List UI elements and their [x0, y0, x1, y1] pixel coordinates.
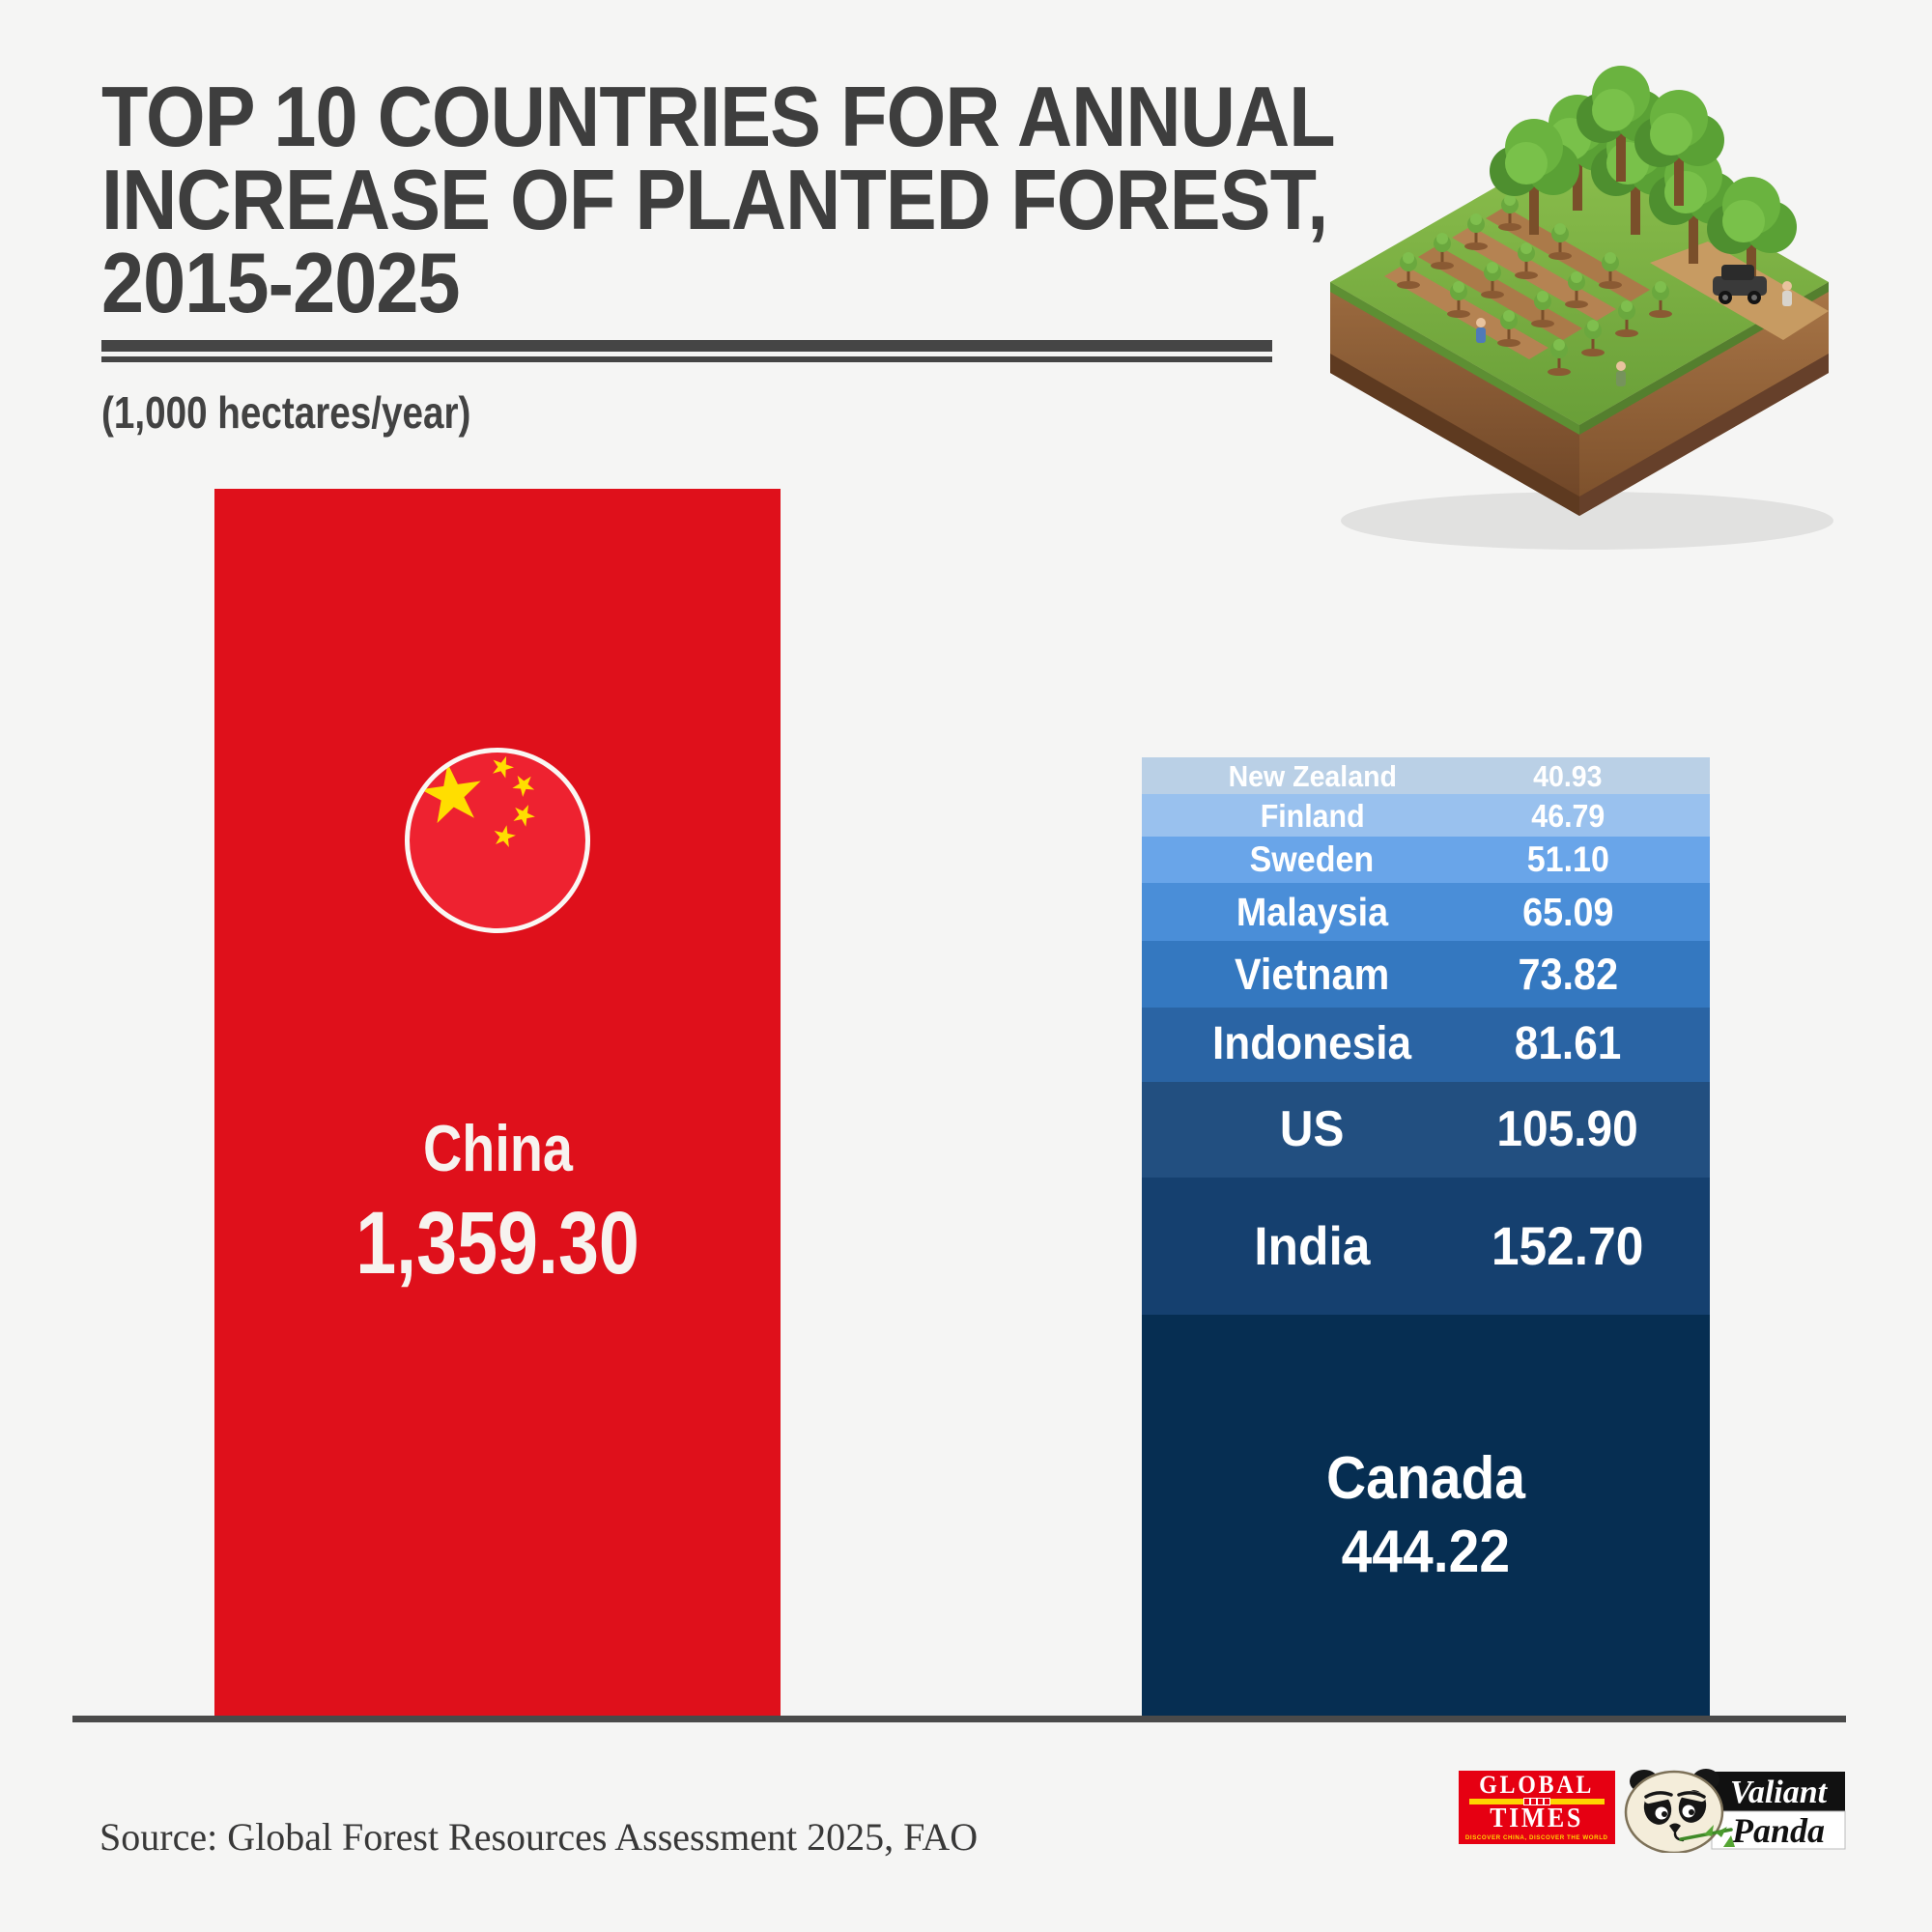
stacked-bars: New Zealand 40.93 Finland 46.79 Sweden 51.10 M… [1142, 757, 1710, 1716]
band-value-label: 65.09 [1521, 889, 1614, 934]
band-country-label: Canada [1325, 1444, 1526, 1512]
stack-band-finland: Finland 46.79 [1142, 794, 1710, 837]
planter-figures [1476, 281, 1792, 386]
unit-label: (1,000 hectares/year) [101, 387, 471, 438]
stack-band-indonesia: Indonesia 81.61 [1142, 1008, 1710, 1082]
page-title-line1: TOP 10 COUNTRIES FOR ANNUAL [101, 69, 1336, 164]
page-title: TOP 10 COUNTRIES FOR ANNUAL INCREASE OF … [101, 69, 1336, 330]
china-bar: China 1,359.30 [214, 489, 781, 1716]
band-value-label: 81.61 [1514, 1018, 1622, 1070]
band-country-label: New Zealand [1228, 758, 1397, 793]
band-value-label: 152.70 [1492, 1214, 1644, 1276]
bamboo-sprig [1679, 1825, 1735, 1847]
global-times-divider [1469, 1798, 1605, 1806]
band-value-label: 40.93 [1533, 758, 1603, 793]
china-label: China [422, 1112, 573, 1186]
page-title-line3: 2015-2025 [101, 235, 461, 330]
band-country-label: Finland [1260, 797, 1365, 834]
stack-band-us: US 105.90 [1142, 1081, 1710, 1178]
band-country-label: Malaysia [1236, 889, 1389, 934]
band-value-label: 46.79 [1530, 797, 1605, 834]
band-value-label: 51.10 [1526, 839, 1609, 880]
band-country-label: India [1254, 1214, 1371, 1276]
global-times-logo: GLOBAL TIMES DISCOVER CHINA, DISCOVER TH… [1459, 1771, 1615, 1844]
valiant-panda-logo: Valiant Panda [1624, 1769, 1846, 1853]
band-country-label: Indonesia [1212, 1018, 1412, 1070]
band-value-label: 105.90 [1496, 1101, 1639, 1158]
planted-forest-illustration-icon [1330, 66, 1833, 550]
suv-icon [1713, 265, 1767, 304]
global-times-word1: GLOBAL [1479, 1771, 1595, 1800]
global-times-word2: TIMES [1490, 1804, 1584, 1834]
title-divider-thin [101, 356, 1272, 362]
panda-icon [1624, 1769, 1735, 1853]
china-flag-icon [405, 748, 590, 934]
title-divider-thick [101, 340, 1272, 352]
stack-band-vietnam: Vietnam 73.82 [1142, 941, 1710, 1009]
panda-text: Panda [1731, 1811, 1825, 1850]
band-value-label: 444.22 [1341, 1518, 1511, 1585]
band-value-label: 73.82 [1518, 950, 1618, 1000]
china-bar-labels: China 1,359.30 [214, 1108, 781, 1296]
stack-band-malaysia: Malaysia 65.09 [1142, 882, 1710, 942]
band-country-label: Sweden [1250, 839, 1375, 880]
global-times-tagline: DISCOVER CHINA, DISCOVER THE WORLD [1465, 1834, 1608, 1842]
band-country-label: Vietnam [1235, 950, 1390, 1000]
source-note: Source: Global Forest Resources Assessme… [99, 1815, 979, 1859]
page-title-line2: INCREASE OF PLANTED FOREST, [101, 152, 1328, 247]
valiant-text: Valiant [1730, 1775, 1829, 1810]
stack-band-india: India 152.70 [1142, 1177, 1710, 1316]
stack-band-new-zealand: New Zealand 40.93 [1142, 757, 1710, 795]
china-value: 1,359.30 [355, 1194, 639, 1293]
stack-band-sweden: Sweden 51.10 [1142, 836, 1710, 883]
chart-baseline [72, 1716, 1846, 1722]
band-country-label: US [1280, 1101, 1345, 1158]
stack-band-canada: Canada 444.22 [1142, 1315, 1710, 1716]
